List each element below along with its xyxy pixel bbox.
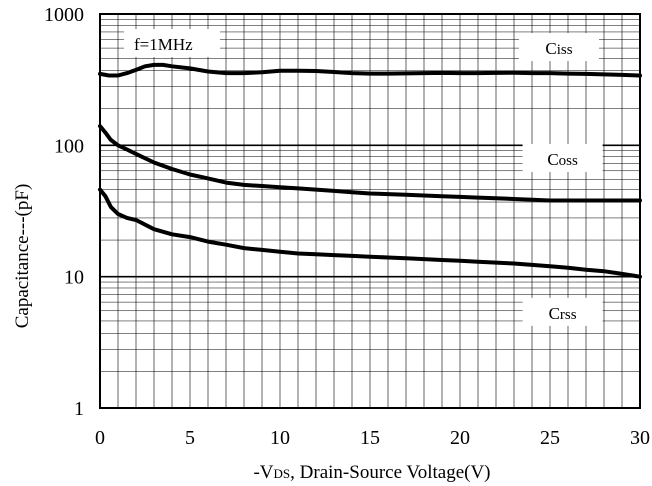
y-tick-label: 100	[54, 135, 84, 157]
series-label-text: Ciss	[545, 39, 572, 58]
x-tick-label: 25	[540, 427, 560, 449]
frequency-annotation-bg	[124, 29, 220, 57]
series-label-bg	[522, 144, 603, 173]
x-axis-title-sub: DS	[274, 466, 291, 481]
series-line-coss	[98, 124, 642, 203]
series-label-coss: Coss	[522, 144, 603, 173]
series-label-sub: iss	[557, 42, 573, 58]
series-label-text: Crss	[549, 304, 577, 323]
series-label-text: Coss	[547, 150, 578, 169]
series-label-bg	[522, 297, 603, 326]
tick-labels: 0 5 10 15 20 25 30 1 10 100 1000	[44, 4, 650, 449]
y-tick-label: 1000	[44, 4, 84, 26]
series-label-sub: oss	[559, 153, 578, 169]
y-axis-title: Capacitance---(pF)	[12, 184, 33, 329]
series-label-main: C	[545, 39, 556, 58]
series-label-main: C	[549, 304, 560, 323]
x-tick-label: 20	[450, 427, 470, 449]
series-label-ciss: Ciss	[519, 33, 599, 62]
x-tick-label: 10	[270, 427, 290, 449]
series-label-crss: Crss	[522, 297, 603, 326]
y-tick-label: 1	[74, 398, 84, 420]
x-tick-label: 30	[630, 427, 650, 449]
x-tick-label: 5	[185, 427, 195, 449]
x-tick-label: 15	[360, 427, 380, 449]
series-line-ciss	[98, 62, 642, 78]
series-label-sub: rss	[560, 307, 577, 323]
frequency-annotation-text: f=1MHz	[134, 35, 193, 54]
plot-frame	[99, 13, 641, 409]
series-label-bg	[519, 33, 599, 62]
x-axis-title-rest: , Drain-Source Voltage(V)	[290, 462, 490, 483]
series-label-main: C	[547, 150, 558, 169]
series-line-crss	[98, 187, 642, 279]
x-tick-label: 0	[95, 427, 105, 449]
x-axis-title-prefix: -V	[253, 462, 273, 483]
y-tick-label: 10	[64, 267, 84, 289]
x-axis-title: -VDS, Drain-Source Voltage(V)	[253, 462, 490, 483]
series-layer	[98, 62, 642, 279]
frequency-annotation: f=1MHz	[124, 29, 220, 57]
